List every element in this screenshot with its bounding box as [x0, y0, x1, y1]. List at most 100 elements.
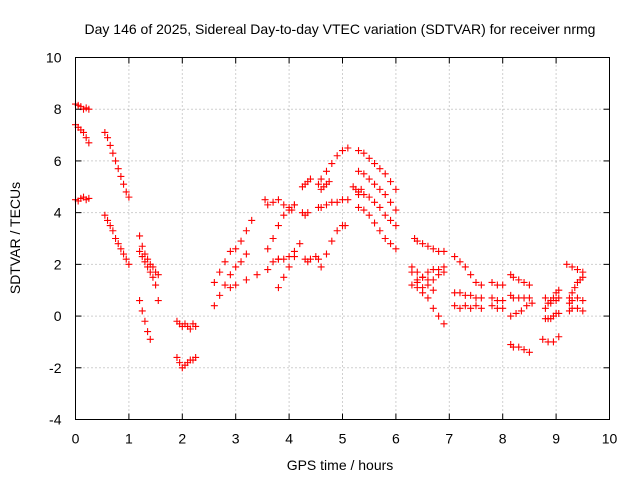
series-arc09	[173, 317, 200, 333]
data-point	[306, 175, 314, 183]
series-arc52	[565, 294, 587, 307]
data-point	[176, 359, 184, 367]
data-point	[333, 198, 341, 206]
data-point	[413, 284, 421, 292]
data-point	[381, 170, 389, 178]
series-arc48	[541, 309, 563, 323]
data-point	[541, 304, 549, 312]
data-point	[376, 227, 384, 235]
data-point	[221, 281, 229, 289]
series-arc49	[539, 333, 563, 346]
data-point	[365, 175, 373, 183]
series-arc26	[355, 147, 400, 193]
data-point	[563, 260, 571, 268]
data-point	[435, 312, 443, 320]
data-point	[451, 302, 459, 310]
series-arc13	[226, 255, 282, 292]
data-point	[280, 211, 288, 219]
data-point	[226, 284, 234, 292]
data-point	[333, 227, 341, 235]
data-point	[461, 302, 469, 310]
data-point	[413, 276, 421, 284]
series-arc33	[408, 266, 448, 289]
data-point	[242, 276, 250, 284]
data-point	[488, 302, 496, 310]
data-point	[274, 222, 282, 230]
data-point	[456, 258, 464, 266]
data-point	[509, 273, 517, 281]
data-point	[290, 201, 298, 209]
data-point	[520, 278, 528, 286]
data-point	[381, 191, 389, 199]
data-point	[451, 253, 459, 261]
data-point	[419, 289, 427, 297]
data-point	[101, 128, 109, 136]
data-point	[314, 180, 322, 188]
data-point	[467, 304, 475, 312]
data-point	[280, 255, 288, 263]
data-point	[333, 152, 341, 160]
data-point	[467, 271, 475, 279]
data-point	[186, 325, 194, 333]
data-point	[381, 211, 389, 219]
data-point	[573, 304, 581, 312]
data-point	[499, 281, 507, 289]
data-point	[232, 281, 240, 289]
data-point	[144, 328, 152, 336]
data-point	[317, 263, 325, 271]
data-point	[376, 185, 384, 193]
data-point	[376, 165, 384, 173]
series-arc42	[507, 271, 533, 289]
data-point	[555, 294, 563, 302]
x-tick-label: 9	[552, 431, 560, 447]
y-axis-label: SDTVAR / TECUs	[7, 182, 23, 294]
series-arc08	[136, 297, 154, 343]
data-point	[285, 206, 293, 214]
series-arc15	[264, 201, 298, 253]
data-point	[136, 297, 144, 305]
y-tick-label: -4	[49, 412, 62, 428]
y-tick-label: 0	[54, 308, 62, 324]
data-point	[232, 263, 240, 271]
data-point	[136, 232, 144, 240]
data-point	[355, 167, 363, 175]
data-point	[539, 335, 547, 343]
data-point	[322, 167, 330, 175]
data-point	[82, 134, 90, 142]
data-point	[152, 281, 160, 289]
data-point	[242, 227, 250, 235]
data-point	[499, 297, 507, 305]
series-arc23	[317, 222, 349, 271]
series-arc31	[411, 235, 448, 255]
data-point	[317, 175, 325, 183]
data-point	[141, 258, 149, 266]
data-point	[365, 154, 373, 162]
x-tick-label: 6	[392, 431, 400, 447]
data-point	[424, 242, 432, 250]
data-point	[264, 201, 272, 209]
data-point	[435, 266, 443, 274]
data-point	[515, 343, 523, 351]
data-point	[408, 281, 416, 289]
data-point	[488, 278, 496, 286]
data-point	[237, 258, 245, 266]
data-point	[472, 302, 480, 310]
data-point	[216, 291, 224, 299]
data-point	[387, 240, 395, 248]
series-arc10	[173, 353, 200, 372]
series-arc20	[301, 255, 314, 266]
data-point	[573, 294, 581, 302]
data-point	[555, 309, 563, 317]
series-arc39	[488, 278, 507, 289]
series-arc22	[314, 196, 352, 211]
data-point	[104, 216, 112, 224]
data-point	[472, 278, 480, 286]
data-point	[122, 188, 130, 196]
data-point	[429, 276, 437, 284]
grid	[75, 57, 610, 420]
data-point	[314, 255, 322, 263]
chart-title: Day 146 of 2025, Sidereal Day-to-day VTE…	[85, 21, 596, 37]
series-arc03	[72, 193, 93, 205]
data-point	[226, 271, 234, 279]
